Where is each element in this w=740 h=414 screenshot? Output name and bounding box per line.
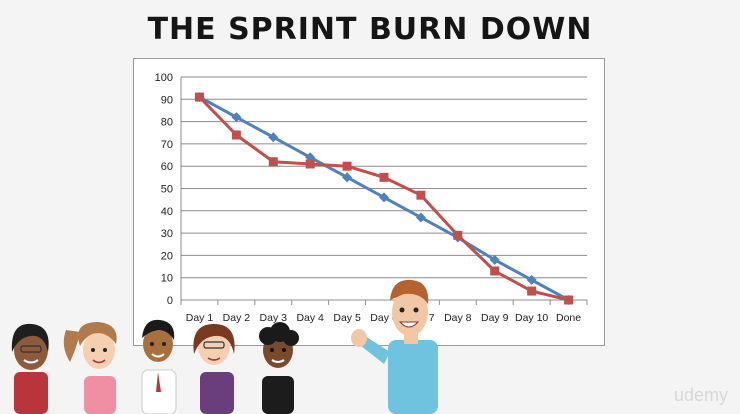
y-tick-label: 80	[161, 117, 173, 129]
x-tick-label: Done	[556, 312, 581, 324]
series-1-point	[379, 192, 389, 203]
burndown-chart: 0 10 20 30 40 50 60 70 80 90 100 Day 1 Day 2 Day 3 Day…	[155, 72, 588, 324]
x-tick-label: Day 5	[333, 312, 361, 324]
page-title: THE SPRINT BURN DOWN	[147, 12, 593, 47]
x-tick-label: Day 7	[407, 312, 435, 324]
series-2-point	[379, 172, 389, 182]
series-2-point	[564, 295, 574, 305]
y-tick-label: 0	[167, 295, 173, 307]
udemy-watermark: udemy	[673, 385, 728, 405]
series-2-point	[490, 266, 500, 276]
series-1-point	[268, 132, 279, 143]
series-1-point	[342, 172, 353, 183]
y-tick-label: 90	[161, 94, 173, 106]
x-tick-label: Day 1	[186, 312, 214, 324]
series-1-point	[231, 112, 242, 123]
x-tick-label: Day 3	[260, 312, 288, 324]
y-tick-label: 40	[161, 206, 173, 218]
y-tick-label: 30	[161, 228, 173, 240]
y-tick-label: 100	[155, 72, 173, 84]
series-2-point	[194, 92, 204, 102]
series-2-point	[231, 130, 241, 140]
y-tick-label: 60	[161, 161, 173, 173]
series-2-point	[527, 286, 537, 296]
y-tick-label: 50	[161, 184, 173, 196]
y-tick-label: 70	[161, 139, 173, 151]
y-tick-label: 10	[161, 273, 173, 285]
team-member-2	[63, 322, 117, 414]
series-2-point	[342, 161, 352, 171]
series-2-point	[305, 159, 315, 169]
series-2-point	[268, 157, 278, 167]
series-2-point	[416, 190, 426, 200]
x-tick-label: Day 4	[296, 312, 324, 324]
y-tick-label: 20	[161, 250, 173, 262]
chart-area: 0 10 20 30 40 50 60 70 80 90 100 Day 1 Day 2 Day 3 Day…	[133, 58, 605, 346]
x-tick-label: Day 6	[370, 312, 398, 324]
series-2-point	[453, 230, 463, 240]
x-tick-label: Day 2	[223, 312, 251, 324]
x-tick-label: Day 10	[515, 312, 548, 324]
x-tick-label: Day 9	[481, 312, 509, 324]
series-1-point	[526, 274, 537, 285]
x-tick-label: Day 8	[444, 312, 472, 324]
team-member-1	[11, 323, 49, 414]
series-1-point	[415, 212, 426, 223]
